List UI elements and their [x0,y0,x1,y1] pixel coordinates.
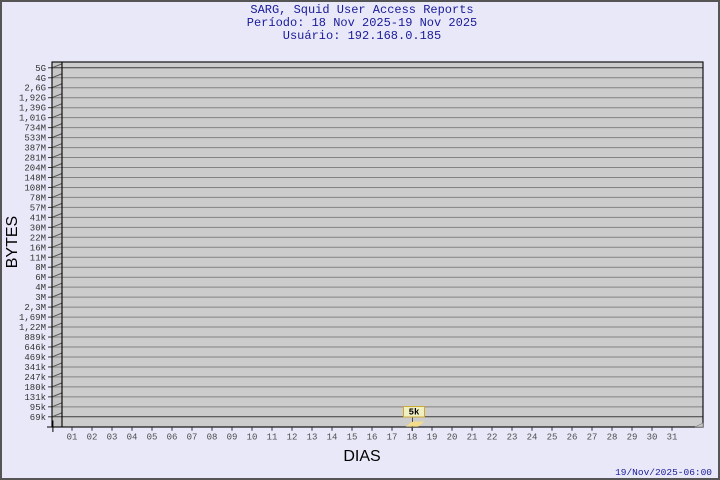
svg-text:24: 24 [527,433,538,443]
svg-text:8M: 8M [35,263,46,273]
svg-text:57M: 57M [30,203,46,213]
svg-text:02: 02 [87,433,98,443]
svg-text:03: 03 [107,433,118,443]
svg-text:01: 01 [67,433,78,443]
svg-text:05: 05 [147,433,158,443]
svg-text:16M: 16M [30,243,46,253]
svg-text:16: 16 [367,433,378,443]
svg-text:889k: 889k [24,333,46,343]
svg-text:1,01G: 1,01G [19,114,46,124]
svg-text:23: 23 [507,433,518,443]
svg-text:2,3M: 2,3M [24,303,46,313]
svg-text:1,92G: 1,92G [19,94,46,104]
svg-text:131k: 131k [24,393,46,403]
svg-text:31: 31 [667,433,678,443]
svg-text:5G: 5G [35,64,46,74]
svg-text:14: 14 [327,433,338,443]
svg-text:07: 07 [187,433,198,443]
svg-text:28: 28 [607,433,618,443]
svg-text:2,6G: 2,6G [24,84,46,94]
svg-text:06: 06 [167,433,178,443]
svg-text:204M: 204M [24,164,46,174]
svg-text:69k: 69k [30,413,46,423]
svg-text:30M: 30M [30,223,46,233]
svg-text:646k: 646k [24,343,46,353]
svg-text:20: 20 [447,433,458,443]
svg-text:734M: 734M [24,124,46,134]
svg-text:09: 09 [227,433,238,443]
svg-text:26: 26 [567,433,578,443]
svg-text:18: 18 [407,433,418,443]
svg-text:1,39G: 1,39G [19,104,46,114]
svg-text:19: 19 [427,433,438,443]
svg-text:281M: 281M [24,154,46,164]
svg-text:41M: 41M [30,213,46,223]
svg-text:387M: 387M [24,144,46,154]
svg-text:108M: 108M [24,184,46,194]
svg-text:1,69M: 1,69M [19,313,46,323]
svg-text:11M: 11M [30,253,46,263]
svg-text:17: 17 [387,433,398,443]
svg-text:10: 10 [247,433,258,443]
svg-text:469k: 469k [24,353,46,363]
svg-text:27: 27 [587,433,598,443]
svg-text:1,22M: 1,22M [19,323,46,333]
svg-text:533M: 533M [24,134,46,144]
svg-text:3M: 3M [35,293,46,303]
svg-text:95k: 95k [30,403,46,413]
svg-text:5k: 5k [409,407,420,417]
svg-text:25: 25 [547,433,558,443]
svg-text:341k: 341k [24,363,46,373]
svg-text:11: 11 [267,433,278,443]
svg-text:29: 29 [627,433,638,443]
svg-text:6M: 6M [35,273,46,283]
svg-text:15: 15 [347,433,358,443]
svg-text:08: 08 [207,433,218,443]
svg-text:12: 12 [287,433,298,443]
svg-text:247k: 247k [24,373,46,383]
svg-text:21: 21 [467,433,478,443]
svg-text:148M: 148M [24,174,46,184]
svg-text:13: 13 [307,433,318,443]
svg-text:180k: 180k [24,383,46,393]
svg-text:4M: 4M [35,283,46,293]
svg-text:4G: 4G [35,74,46,84]
svg-text:22: 22 [487,433,498,443]
svg-text:78M: 78M [30,193,46,203]
svg-text:04: 04 [127,433,138,443]
svg-text:22M: 22M [30,233,46,243]
svg-text:30: 30 [647,433,658,443]
